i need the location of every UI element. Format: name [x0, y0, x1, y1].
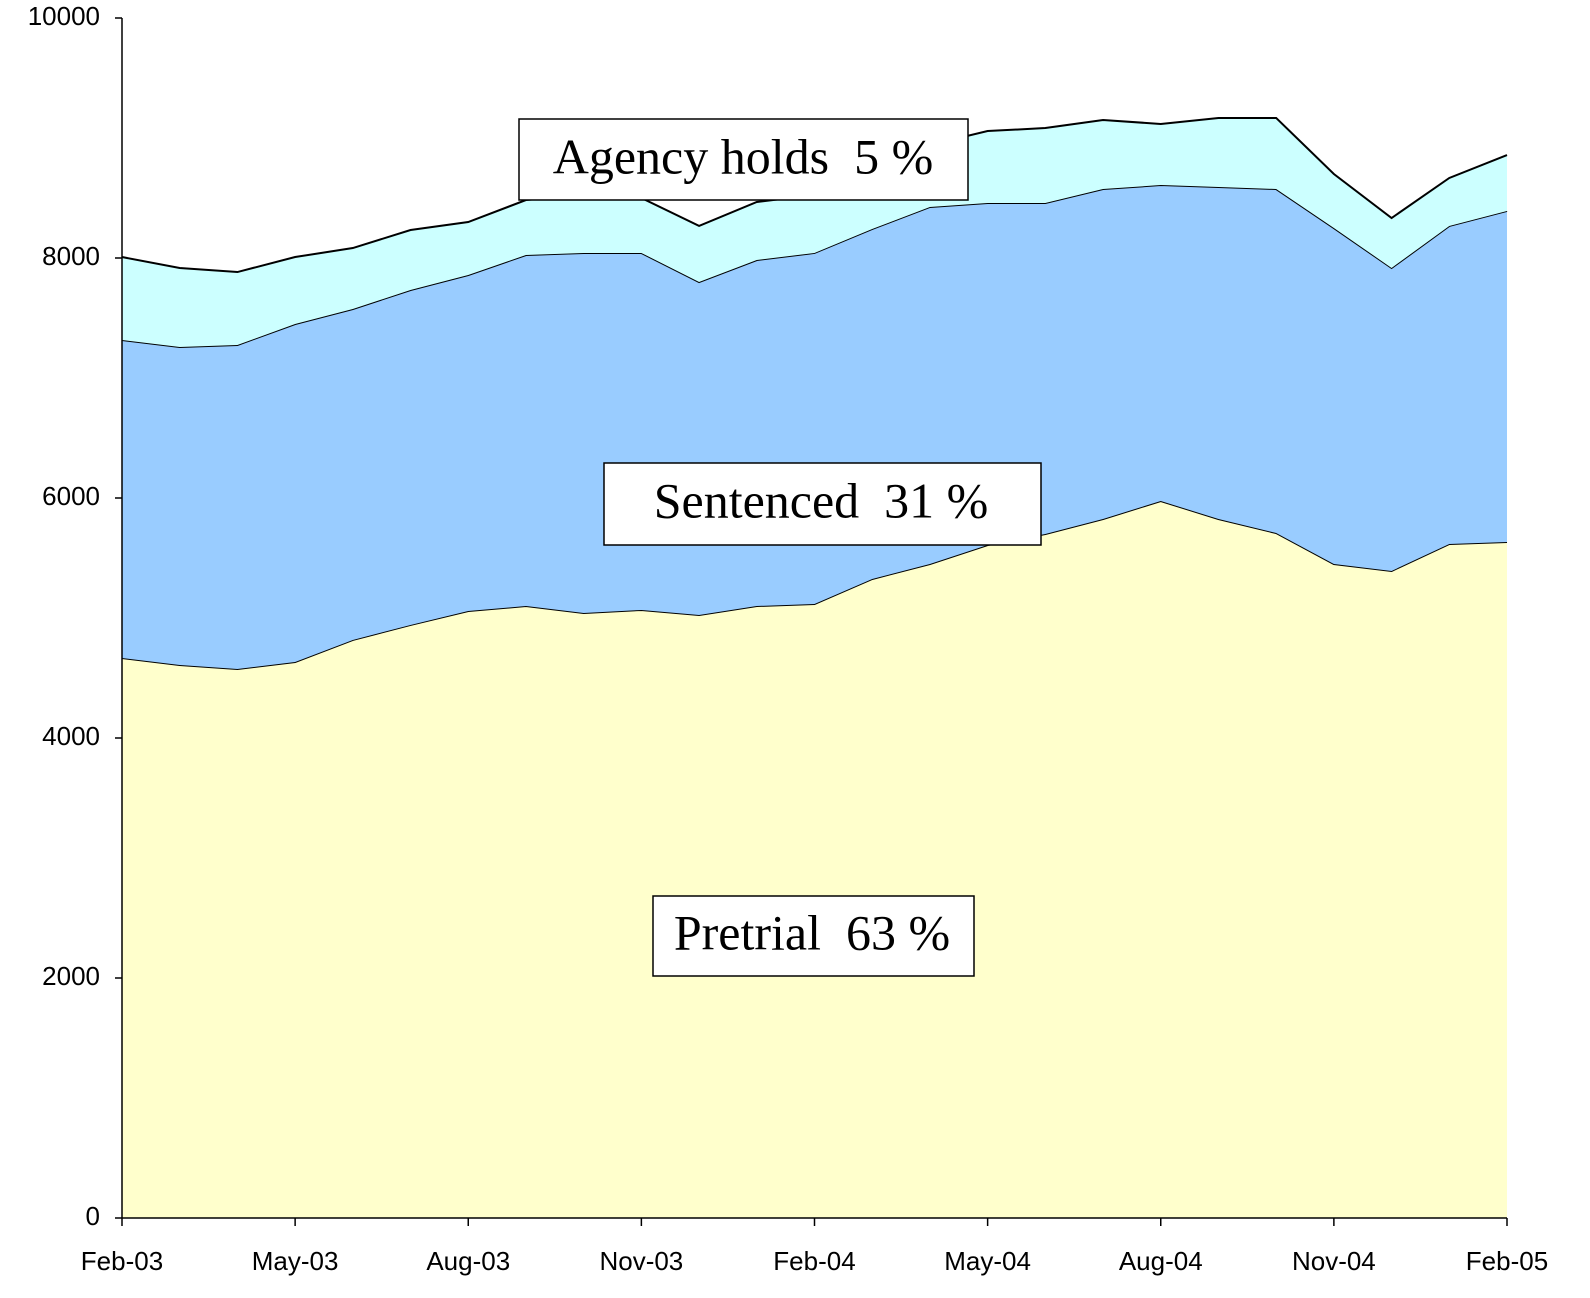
y-tick-label: 2000	[42, 961, 100, 991]
annotation-box	[652, 895, 975, 977]
axes: 0 2000 4000 6000 8000 10000 Feb-03 May-03 Aug-03…	[28, 1, 1549, 1276]
x-tick-label: Feb-03	[81, 1246, 163, 1276]
y-tick-label: 4000	[42, 721, 100, 751]
annotation: Sentenced 31 %	[654, 472, 989, 528]
y-tick-label: 6000	[42, 481, 100, 511]
x-tick-label: Aug-03	[426, 1246, 510, 1276]
x-tick-label: Feb-05	[1466, 1246, 1548, 1276]
plot-area	[121, 116, 1508, 1218]
area	[122, 185, 1507, 670]
x-tick-label: Aug-04	[1119, 1246, 1203, 1276]
x-tick-label: Nov-03	[599, 1246, 683, 1276]
x-tick-label: May-03	[252, 1246, 339, 1276]
area	[122, 117, 1507, 348]
y-tick-label: 0	[86, 1201, 100, 1231]
x-tick-label: Nov-04	[1292, 1246, 1376, 1276]
y-tick-label: 8000	[42, 241, 100, 271]
annotation: Agency holds 5 %	[553, 128, 934, 184]
annotation-box	[518, 118, 969, 201]
annotation: Pretrial 63 %	[674, 904, 950, 960]
x-tick-label: Feb-04	[773, 1246, 855, 1276]
y-tick-label: 10000	[28, 1, 100, 31]
annotations: Agency holds 5 % Sentenced 31 % Pretrial…	[518, 118, 1042, 977]
x-tick-label: May-04	[944, 1246, 1031, 1276]
annotation-box	[603, 462, 1042, 546]
area	[122, 501, 1507, 1218]
